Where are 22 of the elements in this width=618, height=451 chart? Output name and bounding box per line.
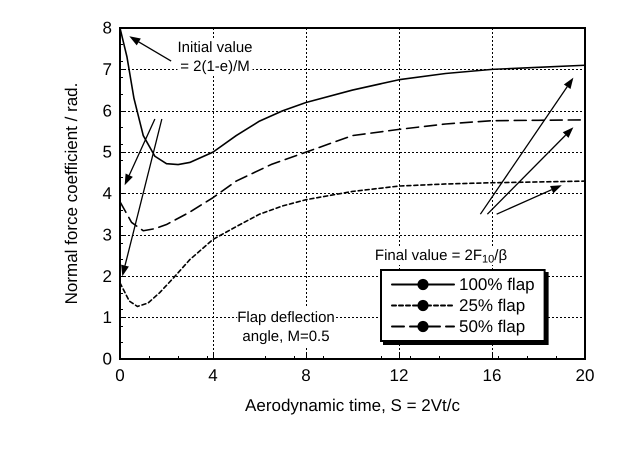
annotation: Initial value = 2(1-e)/M: [177, 39, 253, 75]
y-tick-label: 1: [102, 308, 112, 328]
x-tick-label: 4: [208, 366, 218, 385]
y-axis-title: Normal force coefficient / rad.: [62, 82, 81, 304]
y-tick-label: 8: [102, 18, 112, 38]
x-tick-label: 0: [115, 366, 125, 385]
y-tick-label: 5: [102, 142, 112, 162]
y-tick-label: 7: [102, 60, 112, 79]
y-tick-label: 4: [102, 184, 112, 203]
annotation: Flap deflection angle, M=0.5: [237, 309, 335, 345]
x-tick-label: 8: [301, 366, 311, 385]
y-tick-label: 3: [102, 225, 112, 244]
x-axis-title: Aerodynamic time, S = 2Vt/c: [245, 396, 460, 415]
x-tick-label: 12: [390, 366, 408, 385]
legend-label: 25% flap: [459, 296, 526, 315]
x-tick-label: 20: [576, 366, 594, 385]
legend-label: 50% flap: [459, 317, 526, 336]
y-tick-label: 6: [102, 101, 112, 120]
y-tick-label: 2: [102, 266, 112, 286]
y-tick-label: 0: [102, 350, 112, 368]
legend-label: 100% flap: [459, 275, 535, 294]
x-tick-label: 16: [482, 366, 502, 385]
